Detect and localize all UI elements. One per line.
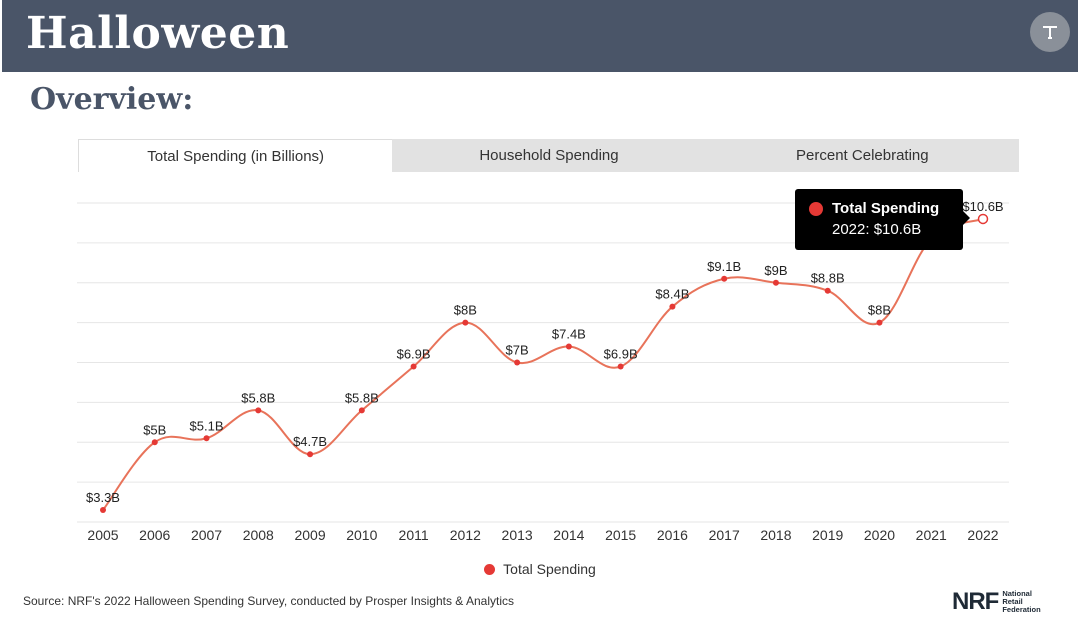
data-point [410,363,417,370]
data-label: $8B [868,303,891,318]
cursor-icon [1043,26,1057,39]
tab-household-spending[interactable]: Household Spending [479,147,619,164]
data-point [462,319,469,326]
data-label: $8.4B [655,287,689,302]
chart-legend[interactable]: Total Spending [0,561,1080,577]
series-line-total-spending [102,217,984,511]
data-point [876,319,883,326]
x-tick-label: 2014 [553,527,584,543]
data-label: $8.8B [811,271,845,286]
data-label: $5.8B [345,390,379,405]
data-label: $9B [764,263,787,278]
page-title: Halloween [26,8,290,59]
data-point [307,451,314,458]
legend-marker [484,563,496,575]
header-bar: Halloween [2,0,1078,72]
x-tick-label: 2007 [191,527,222,543]
data-label: $10.6B [962,199,1003,214]
chart-tooltip: Total Spending 2022: $10.6B [795,189,970,250]
x-tick-label: 2017 [709,527,740,543]
tab-total-spending[interactable]: Total Spending (in Billions) [78,139,393,172]
x-tick-label: 2009 [294,527,325,543]
x-tick-label: 2012 [450,527,481,543]
x-tick-label: 2016 [657,527,688,543]
data-point [565,343,572,350]
data-point [617,363,624,370]
line-chart: $3.3B $5B $5.1B $5.8B $4.7B $5.8B $6.9B $8B $7B $… [77,199,1009,543]
data-label: $5B [143,422,166,437]
data-label: $3.3B [86,490,120,505]
section-subtitle: Overview: [30,82,194,117]
nrf-logo: NRF National Retail Federation [952,588,1041,616]
data-point [977,213,989,225]
x-tick-label: 2018 [760,527,791,543]
source-note: Source: NRF's 2022 Halloween Spending Su… [23,594,514,608]
data-point [514,359,521,366]
data-label: $9.1B [707,259,741,274]
data-point [669,303,676,310]
data-point [100,507,106,514]
logo-mark: NRF [952,588,999,615]
data-label: $4.7B [293,434,327,449]
x-tick-label: 2013 [502,527,533,543]
data-point [151,439,158,446]
x-tick-label: 2020 [864,527,895,543]
data-label: $6.9B [397,346,431,361]
x-tick-label: 2015 [605,527,636,543]
legend-label: Total Spending [503,561,596,577]
data-point [255,407,262,414]
data-point [721,275,728,282]
tooltip-marker [809,202,823,216]
data-label: $7.4B [552,327,586,342]
data-point [772,279,779,286]
x-tick-label: 2022 [967,527,998,543]
x-tick-label: 2008 [243,527,274,543]
chart-tabs: Total Spending (in Billions) Household S… [78,139,1019,172]
x-tick-label: 2006 [139,527,170,543]
data-point [203,435,210,442]
tooltip-title: Total Spending [832,200,940,217]
data-label: $5.1B [190,418,224,433]
x-tick-label: 2005 [87,527,118,543]
x-tick-label: 2011 [399,527,429,543]
x-tick-label: 2019 [812,527,843,543]
tooltip-arrow [963,211,970,225]
data-label: $6.9B [604,346,638,361]
tooltip-value: 2022: $10.6B [832,221,922,238]
data-point [358,407,365,414]
logo-text: National Retail Federation [1002,589,1041,614]
data-point [824,287,831,294]
x-tick-label: 2010 [346,527,377,543]
tab-percent-celebrating[interactable]: Percent Celebrating [796,147,929,164]
data-label: $7B [506,343,529,358]
data-label: $5.8B [241,390,275,405]
data-label: $8B [454,303,477,318]
cursor-button[interactable] [1030,12,1070,52]
x-tick-label: 2021 [916,527,947,543]
